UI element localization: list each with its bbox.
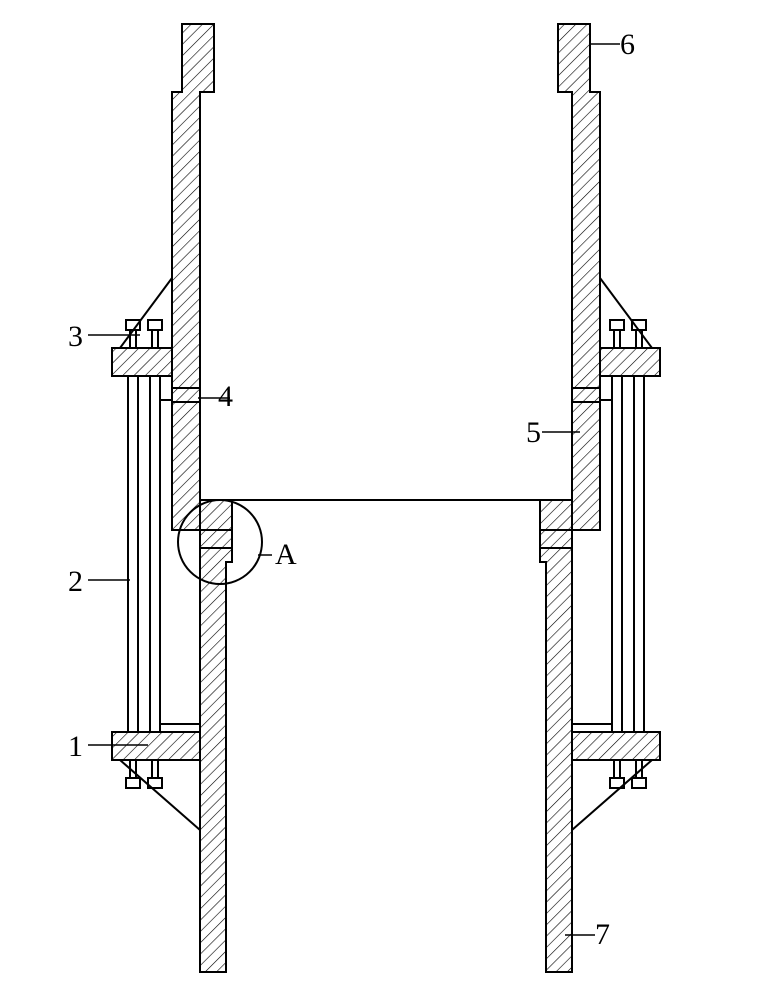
tie-rod-right-inner [612, 376, 622, 732]
upper-right-gusset [600, 278, 652, 348]
label-3: 3 [68, 320, 83, 354]
upper-left-flange [112, 348, 172, 376]
section-drawing [0, 0, 767, 1000]
label-4: 4 [218, 380, 233, 414]
label-1: 1 [68, 730, 83, 764]
lower-left-gusset [120, 760, 200, 830]
label-2: 2 [68, 565, 83, 599]
upper-right-inner-ledge [540, 500, 572, 530]
lower-left-wall [200, 530, 232, 972]
label-7: 7 [595, 918, 610, 952]
upper-right-wall [558, 24, 600, 530]
label-5: 5 [526, 416, 541, 450]
tie-rod-left-inner [150, 376, 160, 732]
upper-left-gusset [120, 278, 172, 348]
lower-left-flange [112, 732, 200, 760]
label-6: 6 [620, 28, 635, 62]
tie-rod-left-outer [128, 376, 138, 732]
lower-left-bolts [126, 760, 162, 788]
upper-left-wall [172, 24, 214, 530]
upper-left-inner-ledge [200, 500, 232, 530]
lower-right-gusset [572, 760, 652, 830]
tie-rod-right-outer [634, 376, 644, 732]
label-A: A [275, 538, 297, 572]
diagram-canvas: 1 2 3 4 A 5 6 7 [0, 0, 767, 1000]
lower-right-bolts [610, 760, 646, 788]
lower-right-wall [540, 530, 572, 972]
lower-right-flange [572, 732, 660, 760]
upper-right-flange [600, 348, 660, 376]
